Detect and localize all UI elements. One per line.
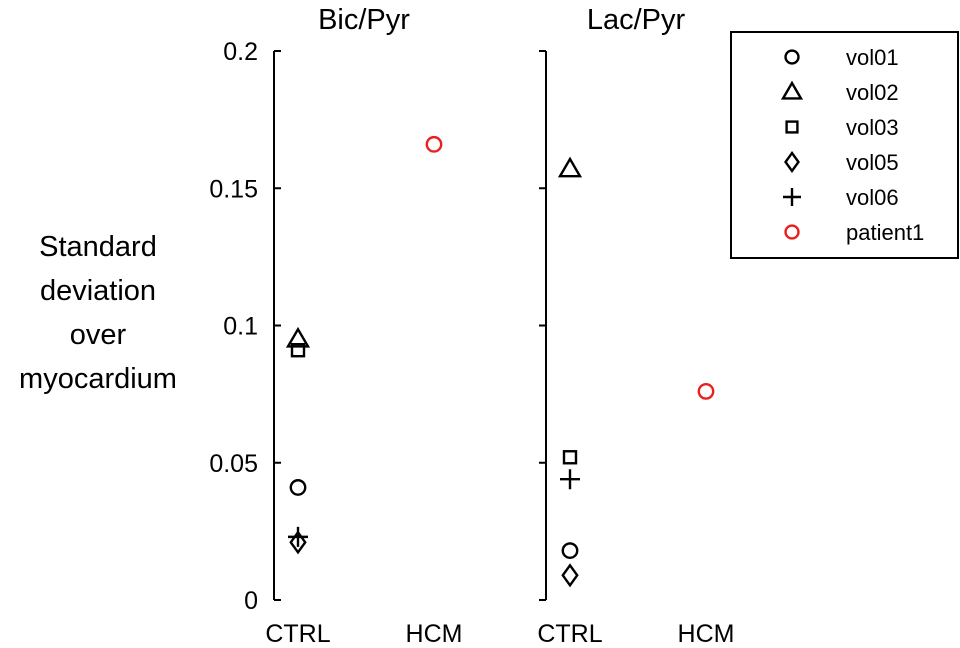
y-axis-label-line-2: deviation [40, 275, 156, 307]
y-axis-label-line-1: Standard [39, 231, 157, 263]
x-tick-label: HCM [678, 620, 735, 648]
legend-item: patient1 [784, 220, 924, 245]
panel-2: Lac/Pyr CTRL HCM [537, 4, 734, 648]
legend-marker [784, 150, 800, 174]
legend-label: vol06 [846, 185, 899, 210]
legend-label: vol01 [846, 45, 899, 70]
panel-title: Lac/Pyr [587, 4, 686, 36]
legend-item: vol02 [780, 80, 899, 105]
legend-marker [784, 49, 800, 65]
legend-marker [780, 80, 804, 100]
legend-item: vol05 [784, 150, 899, 175]
x-tick-label: CTRL [265, 620, 330, 648]
legend: vol01 vol02 vol03 vol05 vol06 patient1 [730, 31, 959, 259]
point-vol06 [288, 526, 308, 547]
legend-marker [783, 188, 801, 206]
legend-item: vol06 [783, 185, 899, 210]
y-tick-label: 0.1 [223, 313, 258, 341]
legend-marker [784, 224, 800, 240]
point-vol01 [561, 542, 579, 559]
legend-item: vol03 [785, 115, 899, 140]
point-vol06 [560, 469, 580, 490]
legend-item: vol01 [784, 45, 899, 70]
y-tick-label: 0.15 [209, 175, 258, 203]
point-vol03 [290, 343, 306, 358]
point-vol01 [289, 479, 307, 496]
y-axis-label-line-4: myocardium [19, 363, 177, 395]
y-tick-label: 0.05 [209, 450, 258, 478]
legend-label: vol05 [846, 150, 899, 175]
panels: Bic/Pyr 0 0.05 0.1 0.15 0.2 CTRL HCM Lac/Pyr CTRL… [209, 4, 734, 648]
y-axis-label-line-3: over [70, 319, 127, 351]
y-tick-label: 0 [244, 587, 258, 615]
x-tick-label: HCM [406, 620, 463, 648]
legend-marker [785, 120, 799, 134]
panel-title: Bic/Pyr [318, 4, 410, 36]
panel-1: Bic/Pyr 0 0.05 0.1 0.15 0.2 CTRL HCM [209, 4, 462, 648]
point-patient1 [697, 382, 715, 400]
x-tick-label: CTRL [537, 620, 602, 648]
point-patient1 [425, 135, 443, 153]
point-vol05 [561, 563, 579, 588]
point-vol02 [285, 326, 311, 348]
legend-label: vol02 [846, 80, 899, 105]
point-vol02 [557, 156, 583, 178]
legend-label: patient1 [846, 220, 924, 245]
legend-box [730, 31, 959, 259]
y-tick-label: 0.2 [223, 38, 258, 66]
legend-label: vol03 [846, 115, 899, 140]
y-axis-label: Standard deviation over myocardium [19, 231, 177, 395]
point-vol03 [562, 450, 578, 465]
point-vol05 [289, 530, 307, 555]
